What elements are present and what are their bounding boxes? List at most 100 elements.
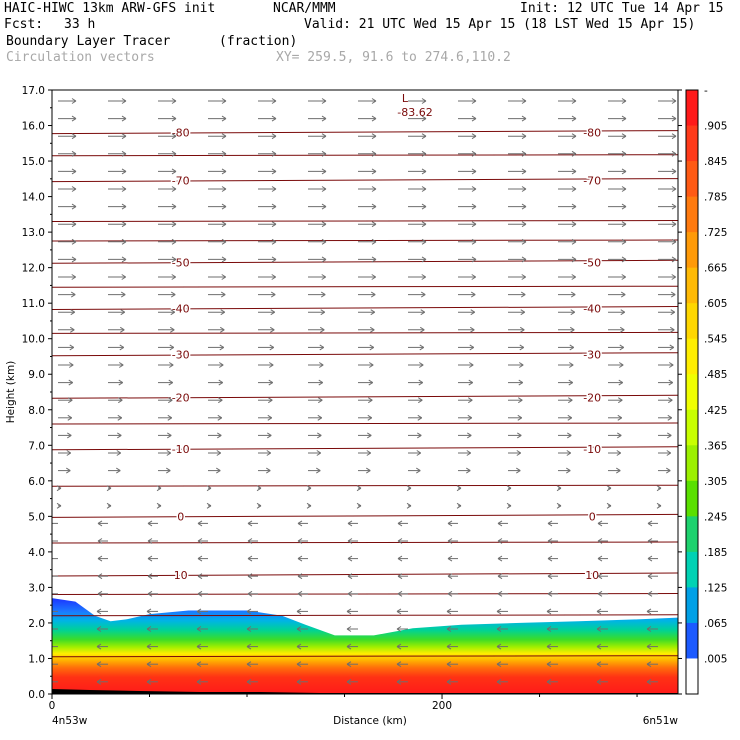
circulation-vector-head	[167, 414, 173, 421]
colorbar-swatch	[686, 196, 698, 233]
circulation-vector-head	[497, 573, 503, 580]
circulation-vector-head	[317, 432, 322, 439]
temperature-contour	[52, 154, 678, 157]
circulation-vector-head	[446, 661, 452, 668]
circulation-vector-head	[97, 555, 103, 562]
circulation-vector-head	[417, 414, 423, 421]
circulation-vector-head	[396, 608, 402, 615]
circulation-vector-head	[570, 291, 576, 298]
circulation-vector-head	[619, 326, 625, 333]
circulation-vector-head	[366, 450, 372, 456]
temperature-contour	[52, 572, 678, 577]
circulation-vector-head	[519, 326, 525, 333]
circulation-vector-head	[447, 520, 453, 527]
colorbar-swatch	[686, 267, 698, 304]
circulation-vector-head	[521, 274, 527, 280]
circulation-vector-head	[121, 98, 127, 104]
circulation-vector-head	[471, 115, 477, 122]
circulation-vector-head	[669, 344, 675, 351]
circulation-vector-head	[671, 168, 677, 175]
circulation-vector-head	[169, 344, 175, 351]
circulation-vector-head	[470, 309, 476, 316]
circulation-vector-head	[106, 502, 112, 509]
circulation-vector-head	[221, 133, 227, 140]
contour-label: -70	[172, 175, 190, 188]
circulation-vector-head	[517, 432, 522, 439]
circulation-vector-head	[318, 362, 324, 368]
circulation-vector-head	[416, 467, 421, 474]
temperature-contour	[52, 219, 678, 223]
circulation-vector-head	[47, 662, 51, 667]
circulation-vector-head	[318, 379, 324, 386]
circulation-vector-head	[246, 608, 252, 615]
y-tick-label: 0.0	[28, 689, 45, 701]
x-right-location: 6n51w	[643, 715, 679, 727]
circulation-vector-head	[220, 309, 226, 316]
circulation-vector-head	[571, 168, 577, 175]
circulation-vector-head	[621, 168, 627, 175]
circulation-vector-head	[521, 186, 527, 192]
circulation-vector-head	[371, 203, 377, 210]
circulation-vector-head	[466, 467, 471, 474]
circulation-vector-head	[670, 291, 676, 298]
colorbar-swatch	[686, 303, 698, 340]
boundary-layer-tracer-field	[52, 598, 678, 694]
circulation-vector-head	[521, 98, 527, 104]
circulation-vector-head	[421, 238, 427, 245]
circulation-vector-head	[567, 432, 572, 439]
circulation-vector-head	[368, 362, 374, 368]
circulation-vector-head	[546, 643, 552, 650]
terrain	[52, 689, 678, 694]
circulation-vector-head	[247, 573, 253, 580]
circulation-vector-head	[571, 133, 577, 140]
circulation-vector-head	[546, 661, 552, 668]
circulation-vector-head	[121, 203, 127, 210]
circulation-vector-head	[621, 150, 627, 157]
circulation-vector-head	[121, 133, 127, 140]
circulation-vector-head	[47, 679, 51, 684]
circulation-vector-head	[468, 397, 473, 404]
circulation-vector-head	[621, 221, 627, 228]
circulation-vector-head	[219, 344, 225, 351]
circulation-vector-head	[647, 590, 653, 597]
circulation-vector-head	[396, 643, 402, 650]
circulation-vector-head	[521, 115, 527, 122]
contour-label: 0	[589, 510, 596, 523]
circulation-vector-head	[597, 573, 603, 580]
circulation-vector-head	[271, 150, 277, 157]
circulation-vector-head	[621, 274, 627, 280]
circulation-vector-head	[646, 626, 652, 632]
circulation-vector-head	[666, 450, 672, 456]
circulation-vector-head	[71, 221, 77, 228]
circulation-vector-head	[670, 309, 676, 316]
circulation-vector-head	[568, 397, 573, 404]
circulation-vector-head	[121, 274, 127, 280]
circulation-vector-head	[547, 590, 553, 597]
circulation-vector-head	[321, 115, 327, 122]
circulation-vector-head	[196, 608, 202, 615]
circulation-vector-head	[356, 502, 362, 509]
circulation-vector-head	[47, 609, 51, 614]
circulation-vector-head	[396, 678, 402, 685]
circulation-vector-head	[521, 203, 527, 210]
circulation-vector-head	[421, 168, 427, 175]
circulation-vector-head	[147, 538, 153, 544]
circulation-vector-head	[566, 450, 572, 456]
circulation-vector-head	[306, 485, 312, 492]
circulation-vector-head	[646, 661, 652, 668]
circulation-vector-head	[371, 186, 377, 192]
circulation-vector-head	[156, 502, 162, 509]
contour-label: 10	[585, 569, 599, 582]
circulation-vector-head	[396, 626, 402, 632]
circulation-vector-head	[547, 520, 553, 527]
circulation-vector-head	[96, 626, 102, 632]
circulation-vector-head	[221, 256, 227, 263]
circulation-vector-head	[221, 150, 227, 157]
circulation-vector-head	[256, 485, 262, 492]
circulation-vector-head	[171, 168, 177, 175]
circulation-vector-head	[71, 168, 77, 175]
circulation-vector-head	[117, 432, 122, 439]
circulation-vector-head	[367, 432, 372, 439]
circulation-vector-head	[271, 238, 277, 245]
circulation-vector-head	[419, 326, 425, 333]
